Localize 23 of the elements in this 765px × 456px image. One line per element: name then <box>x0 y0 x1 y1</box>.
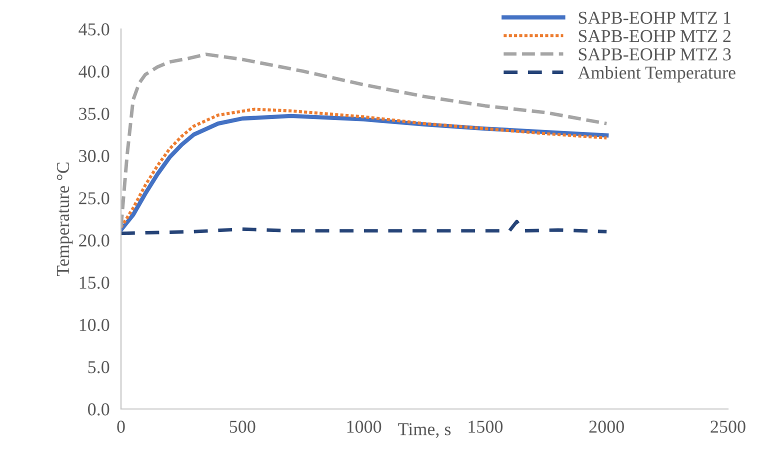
y-tick-label: 40.0 <box>78 65 110 78</box>
y-tick-label: 15.0 <box>80 276 110 289</box>
x-tick-label: 2000 <box>589 420 624 433</box>
x-tick-label: 500 <box>230 420 256 433</box>
y-tick-label: 25.0 <box>79 192 110 204</box>
x-tick-label: 2500 <box>710 420 746 433</box>
y-tick-label: 5.0 <box>88 361 110 374</box>
line-series <box>121 220 608 236</box>
x-tick-label: 1000 <box>347 420 382 433</box>
legend-label: SAPB-EOHP MTZ 2 <box>578 30 731 42</box>
y-tick-label: 10.0 <box>80 318 110 332</box>
legend-label: SAPB-EOHP MTZ 1 <box>578 12 730 24</box>
y-tick-label: 0.0 <box>88 403 110 416</box>
y-tick-label: 20.0 <box>79 234 110 247</box>
x-tick-label: 0 <box>117 420 125 433</box>
y-tick-label: 35.0 <box>79 108 110 120</box>
x-tick-label: 1500 <box>468 420 503 433</box>
legend-label: SAPB-EOHP MTZ 3 <box>578 48 731 60</box>
y-tick-label: 45.0 <box>78 23 110 36</box>
y-tick-label: 30.0 <box>79 150 110 162</box>
x-axis-title: Time, s <box>398 423 451 438</box>
y-axis-title: Temperature °C <box>56 162 73 276</box>
legend-label: Ambient Temperature <box>578 66 736 82</box>
